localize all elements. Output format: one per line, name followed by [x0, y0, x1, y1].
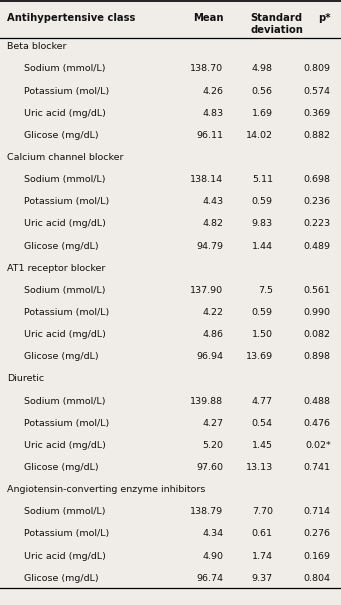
- Text: 5.20: 5.20: [202, 441, 223, 450]
- Text: 4.27: 4.27: [202, 419, 223, 428]
- Text: 0.882: 0.882: [304, 131, 331, 140]
- Text: 1.44: 1.44: [252, 241, 273, 250]
- Text: Glicose (mg/dL): Glicose (mg/dL): [24, 241, 99, 250]
- Text: Beta blocker: Beta blocker: [7, 42, 66, 51]
- Text: 139.88: 139.88: [190, 397, 223, 405]
- Text: 0.488: 0.488: [304, 397, 331, 405]
- Text: Uric acid (mg/dL): Uric acid (mg/dL): [24, 552, 106, 561]
- Text: Standard
deviation: Standard deviation: [251, 13, 303, 35]
- Text: Calcium channel blocker: Calcium channel blocker: [7, 153, 123, 162]
- Text: 138.14: 138.14: [190, 175, 223, 184]
- Text: 0.898: 0.898: [304, 352, 331, 361]
- Text: 0.741: 0.741: [304, 463, 331, 472]
- Text: Mean: Mean: [193, 13, 223, 24]
- Text: 0.223: 0.223: [303, 220, 331, 229]
- Text: 0.236: 0.236: [303, 197, 331, 206]
- Text: 94.79: 94.79: [196, 241, 223, 250]
- Text: 7.5: 7.5: [258, 286, 273, 295]
- Text: 0.59: 0.59: [252, 308, 273, 317]
- Text: Potassium (mol/L): Potassium (mol/L): [24, 308, 109, 317]
- Text: 4.82: 4.82: [202, 220, 223, 229]
- Text: 0.61: 0.61: [252, 529, 273, 538]
- Text: 1.50: 1.50: [252, 330, 273, 339]
- Text: 1.45: 1.45: [252, 441, 273, 450]
- Text: Sodium (mmol/L): Sodium (mmol/L): [24, 65, 105, 73]
- Text: Sodium (mmol/L): Sodium (mmol/L): [24, 508, 105, 516]
- Text: 0.809: 0.809: [304, 65, 331, 73]
- Text: 4.43: 4.43: [202, 197, 223, 206]
- Text: 137.90: 137.90: [190, 286, 223, 295]
- Text: 0.082: 0.082: [304, 330, 331, 339]
- Text: 1.69: 1.69: [252, 109, 273, 118]
- Text: 0.56: 0.56: [252, 87, 273, 96]
- Text: 97.60: 97.60: [196, 463, 223, 472]
- Text: Angiotensin-converting enzyme inhibitors: Angiotensin-converting enzyme inhibitors: [7, 485, 205, 494]
- Text: Glicose (mg/dL): Glicose (mg/dL): [24, 131, 99, 140]
- Text: Sodium (mmol/L): Sodium (mmol/L): [24, 397, 105, 405]
- Text: Diuretic: Diuretic: [7, 374, 44, 384]
- Text: Sodium (mmol/L): Sodium (mmol/L): [24, 286, 105, 295]
- Text: 0.59: 0.59: [252, 197, 273, 206]
- Text: Uric acid (mg/dL): Uric acid (mg/dL): [24, 109, 106, 118]
- Text: 96.11: 96.11: [196, 131, 223, 140]
- Text: Glicose (mg/dL): Glicose (mg/dL): [24, 352, 99, 361]
- Text: 0.369: 0.369: [303, 109, 331, 118]
- Text: Glicose (mg/dL): Glicose (mg/dL): [24, 574, 99, 583]
- Text: 0.476: 0.476: [304, 419, 331, 428]
- Text: 96.74: 96.74: [196, 574, 223, 583]
- Text: 4.22: 4.22: [202, 308, 223, 317]
- Text: 0.561: 0.561: [304, 286, 331, 295]
- Text: 4.90: 4.90: [202, 552, 223, 561]
- Text: 9.83: 9.83: [252, 220, 273, 229]
- Text: Potassium (mol/L): Potassium (mol/L): [24, 529, 109, 538]
- Text: 0.804: 0.804: [304, 574, 331, 583]
- Text: 0.990: 0.990: [304, 308, 331, 317]
- Text: 4.77: 4.77: [252, 397, 273, 405]
- Text: 4.98: 4.98: [252, 65, 273, 73]
- Text: 0.54: 0.54: [252, 419, 273, 428]
- Text: AT1 receptor blocker: AT1 receptor blocker: [7, 264, 105, 273]
- Text: p*: p*: [318, 13, 331, 24]
- Text: Uric acid (mg/dL): Uric acid (mg/dL): [24, 220, 106, 229]
- Text: 0.574: 0.574: [304, 87, 331, 96]
- Text: 4.86: 4.86: [202, 330, 223, 339]
- Text: Potassium (mol/L): Potassium (mol/L): [24, 419, 109, 428]
- Text: 14.02: 14.02: [246, 131, 273, 140]
- Text: Potassium (mol/L): Potassium (mol/L): [24, 197, 109, 206]
- Text: 13.13: 13.13: [246, 463, 273, 472]
- Text: 4.83: 4.83: [202, 109, 223, 118]
- Text: 0.02*: 0.02*: [305, 441, 331, 450]
- Text: Uric acid (mg/dL): Uric acid (mg/dL): [24, 330, 106, 339]
- Text: Potassium (mol/L): Potassium (mol/L): [24, 87, 109, 96]
- Text: Uric acid (mg/dL): Uric acid (mg/dL): [24, 441, 106, 450]
- Text: 138.70: 138.70: [190, 65, 223, 73]
- Text: 9.37: 9.37: [252, 574, 273, 583]
- Text: Glicose (mg/dL): Glicose (mg/dL): [24, 463, 99, 472]
- Text: 4.34: 4.34: [202, 529, 223, 538]
- Text: 138.79: 138.79: [190, 508, 223, 516]
- Text: 0.714: 0.714: [304, 508, 331, 516]
- Text: 96.94: 96.94: [196, 352, 223, 361]
- Text: 13.69: 13.69: [246, 352, 273, 361]
- Text: 1.74: 1.74: [252, 552, 273, 561]
- Text: 0.698: 0.698: [304, 175, 331, 184]
- Text: 0.489: 0.489: [304, 241, 331, 250]
- Text: Sodium (mmol/L): Sodium (mmol/L): [24, 175, 105, 184]
- Text: 5.11: 5.11: [252, 175, 273, 184]
- Text: 4.26: 4.26: [202, 87, 223, 96]
- Text: 0.169: 0.169: [304, 552, 331, 561]
- Text: 7.70: 7.70: [252, 508, 273, 516]
- Text: Antihypertensive class: Antihypertensive class: [7, 13, 135, 24]
- Text: 0.276: 0.276: [304, 529, 331, 538]
